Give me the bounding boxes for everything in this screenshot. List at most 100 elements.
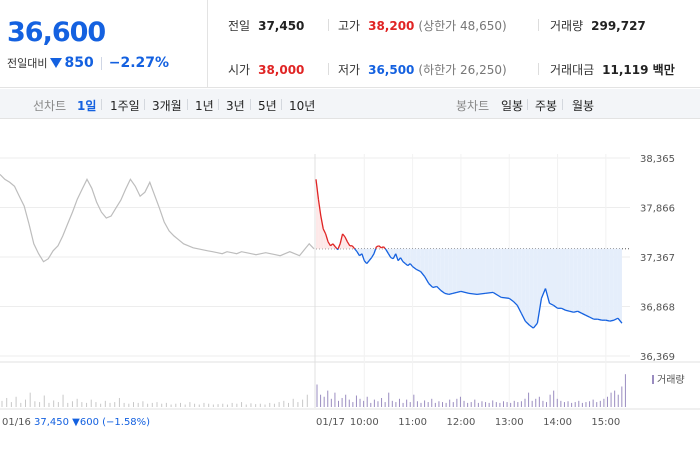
series-segment-down <box>549 302 554 306</box>
series-line-prev-day <box>0 173 315 263</box>
area-fill-below-ref <box>549 248 554 306</box>
area-fill-below-ref <box>428 248 433 288</box>
area-fill-below-ref <box>617 248 622 324</box>
divider <box>328 63 329 75</box>
divider <box>527 99 528 110</box>
change-label: 전일대비 <box>7 57 48 70</box>
series-segment-down <box>440 289 446 294</box>
series-segment-up <box>376 245 380 248</box>
area-fill-below-ref <box>565 248 570 312</box>
price-summary: 36,600 전일대비 850 −2.27% <box>0 0 208 88</box>
area-fill-below-ref <box>448 248 453 295</box>
series-segment-down <box>409 263 414 268</box>
series-segment-down <box>390 257 394 260</box>
area-fill-below-ref <box>613 248 618 321</box>
divider <box>101 99 102 110</box>
x-tick-label: 13:00 <box>495 417 524 428</box>
divider <box>250 99 251 110</box>
series-segment-down <box>605 319 611 322</box>
stat-open: 시가 38,000 <box>228 61 304 78</box>
area-fill-above-ref <box>342 233 345 249</box>
area-fill-below-ref <box>424 248 429 284</box>
series-segment-down <box>597 318 602 321</box>
series-segment-up <box>317 199 322 217</box>
area-fill-below-ref <box>412 248 417 270</box>
change-percent: −2.27% <box>108 55 170 71</box>
series-segment-down <box>617 317 623 324</box>
divider <box>562 99 563 110</box>
series-segment-up <box>378 245 382 249</box>
series-segment-down <box>395 253 399 261</box>
tab-period-3y[interactable]: 3년 <box>226 99 245 113</box>
area-fill-below-ref <box>513 248 518 306</box>
series-segment-up <box>315 179 320 200</box>
stat-volume: 거래량 299,727 <box>550 17 646 34</box>
series-segment-down <box>613 317 619 321</box>
series-segment-down <box>452 291 458 295</box>
area-fill-below-ref <box>541 248 546 299</box>
series-segment-down <box>573 310 578 313</box>
area-fill-below-ref <box>405 248 408 266</box>
stat-prev-close: 전일 37,450 <box>228 17 304 34</box>
tab-period-5y[interactable]: 5년 <box>258 99 277 113</box>
y-tick-label: 36,369 <box>640 352 675 363</box>
series-segment-up <box>320 215 324 230</box>
series-segment-down <box>508 297 514 302</box>
area-fill-below-ref <box>609 248 614 322</box>
series-segment-down <box>468 292 478 296</box>
series-segment-down <box>432 285 437 289</box>
volume-legend-swatch <box>652 375 654 384</box>
area-fill-below-ref <box>485 248 494 294</box>
y-tick-label: 37,866 <box>640 204 675 215</box>
series-segment-down <box>448 292 454 296</box>
stat-value: 36,500 <box>368 63 415 77</box>
series-segment-down <box>581 312 587 316</box>
price-chart[interactable]: 38,365 37,866 37,367 36,868 36,369 01/17 10:00… <box>0 120 700 450</box>
divider <box>281 99 282 110</box>
area-fill-below-ref <box>525 248 530 326</box>
series-segment-down <box>501 296 510 300</box>
y-tick-label: 37,367 <box>640 253 675 264</box>
divider <box>538 19 539 31</box>
area-fill-above-ref <box>320 216 324 249</box>
tab-candle-monthly[interactable]: 월봉 <box>572 99 595 113</box>
area-fill-below-ref <box>521 248 526 322</box>
area-fill-below-ref <box>440 248 445 294</box>
series-segment-down <box>385 249 390 255</box>
area-fill-below-ref <box>569 248 574 313</box>
series-segment-down <box>392 253 397 259</box>
series-segment-down <box>492 291 502 298</box>
area-fill-below-ref <box>460 248 469 294</box>
divider <box>100 56 102 70</box>
stat-label: 저가 <box>338 63 361 77</box>
area-fill-below-ref <box>593 248 598 320</box>
y-tick-label: 38,365 <box>640 154 675 165</box>
series-segment-down <box>428 283 434 288</box>
series-segment-down <box>404 263 409 267</box>
area-fill-below-ref <box>557 248 562 309</box>
area-fill-below-ref <box>432 248 437 288</box>
series-segment-down <box>416 269 421 273</box>
x-tick-label: 12:00 <box>447 417 476 428</box>
candle-chart-label: 봉차트 <box>456 99 490 113</box>
series-segment-up <box>351 245 356 250</box>
tab-candle-weekly[interactable]: 주봉 <box>535 99 558 113</box>
line-chart-label: 선차트 <box>33 99 67 113</box>
series-segment-down <box>516 305 522 314</box>
tab-period-1y[interactable]: 1년 <box>195 99 214 113</box>
area-fill-below-ref <box>456 248 461 293</box>
area-fill-below-ref <box>444 248 449 295</box>
series-segment-down <box>368 257 373 262</box>
series-segment-up <box>339 233 344 244</box>
series-segment-down <box>532 322 538 329</box>
area-fill-below-ref <box>553 248 558 309</box>
x-tick-label: 01/17 <box>316 417 345 428</box>
series-segment-up <box>322 228 327 235</box>
tab-period-1w[interactable]: 1주일 <box>110 99 140 113</box>
tab-period-10y[interactable]: 10년 <box>289 99 316 113</box>
tab-candle-daily[interactable]: 일봉 <box>501 99 524 113</box>
y-tick-label: 36,868 <box>640 303 675 314</box>
tab-period-3m[interactable]: 3개월 <box>152 99 182 113</box>
current-price: 36,600 <box>7 17 106 48</box>
tab-period-1d[interactable]: 1일 <box>77 99 97 113</box>
